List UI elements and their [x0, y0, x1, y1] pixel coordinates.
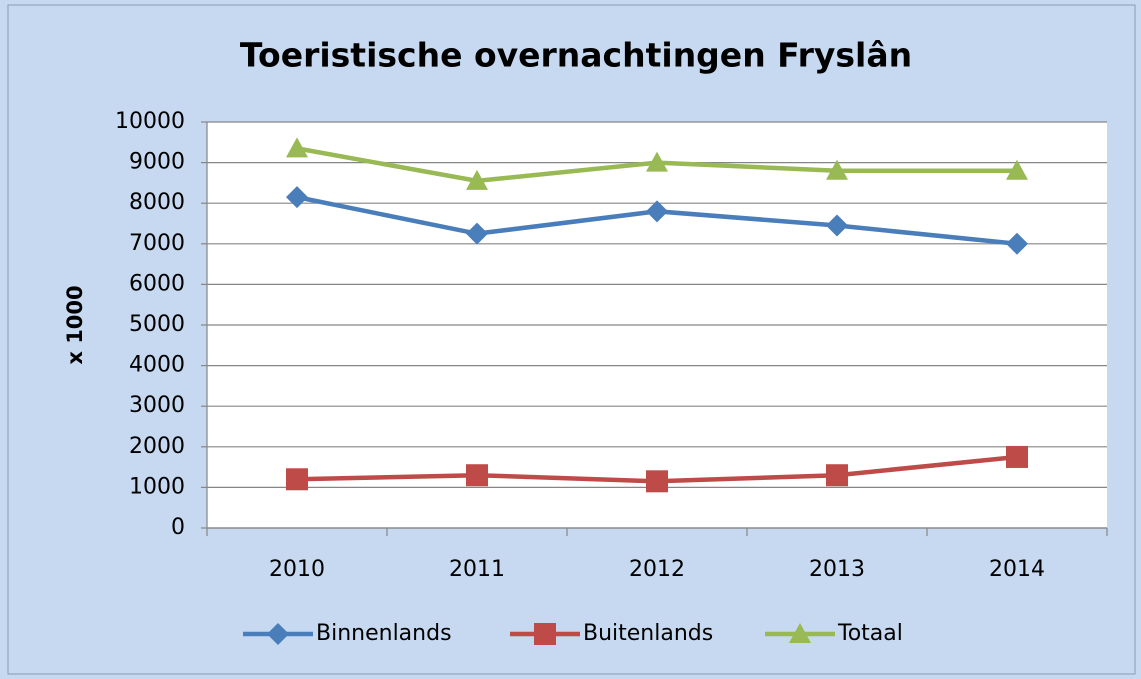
marker: [826, 464, 848, 487]
marker: [646, 470, 668, 493]
marker: [267, 623, 289, 645]
x-tick-label: 2011: [449, 557, 505, 582]
marker: [1006, 445, 1028, 468]
marker: [534, 623, 556, 645]
marker: [286, 186, 308, 209]
y-tick-label: 6000: [129, 271, 185, 296]
x-tick-label: 2012: [629, 557, 685, 582]
x-tick-label: 2010: [269, 557, 325, 582]
x-tick-label: 2013: [809, 557, 865, 582]
marker: [789, 623, 811, 643]
legend-label: Buitenlands: [583, 621, 713, 646]
marker: [466, 169, 488, 190]
y-tick-label: 0: [171, 515, 185, 540]
y-tick-label: 7000: [129, 231, 185, 256]
legend-label: Binnenlands: [316, 621, 452, 646]
marker: [286, 468, 308, 491]
marker: [286, 137, 308, 158]
y-tick-label: 2000: [129, 434, 185, 459]
marker: [646, 151, 668, 172]
y-tick-label: 9000: [129, 150, 185, 175]
marker: [826, 214, 848, 237]
chart-title: Toeristische overnachtingen Fryslân: [240, 36, 912, 75]
marker: [466, 464, 488, 487]
marker: [1006, 159, 1028, 180]
chart-border: [7, 4, 1136, 675]
marker: [1006, 232, 1028, 255]
marker: [646, 200, 668, 223]
y-tick-label: 3000: [129, 393, 185, 418]
y-tick-label: 1000: [129, 474, 185, 499]
marker: [826, 159, 848, 180]
y-tick-label: 4000: [129, 353, 185, 378]
y-tick-label: 5000: [129, 312, 185, 337]
marker: [466, 222, 488, 245]
legend-label: Totaal: [837, 621, 903, 646]
y-axis-label: x 1000: [63, 285, 87, 364]
y-tick-label: 8000: [129, 190, 185, 215]
y-tick-label: 10000: [115, 109, 185, 134]
x-tick-label: 2014: [989, 557, 1045, 582]
